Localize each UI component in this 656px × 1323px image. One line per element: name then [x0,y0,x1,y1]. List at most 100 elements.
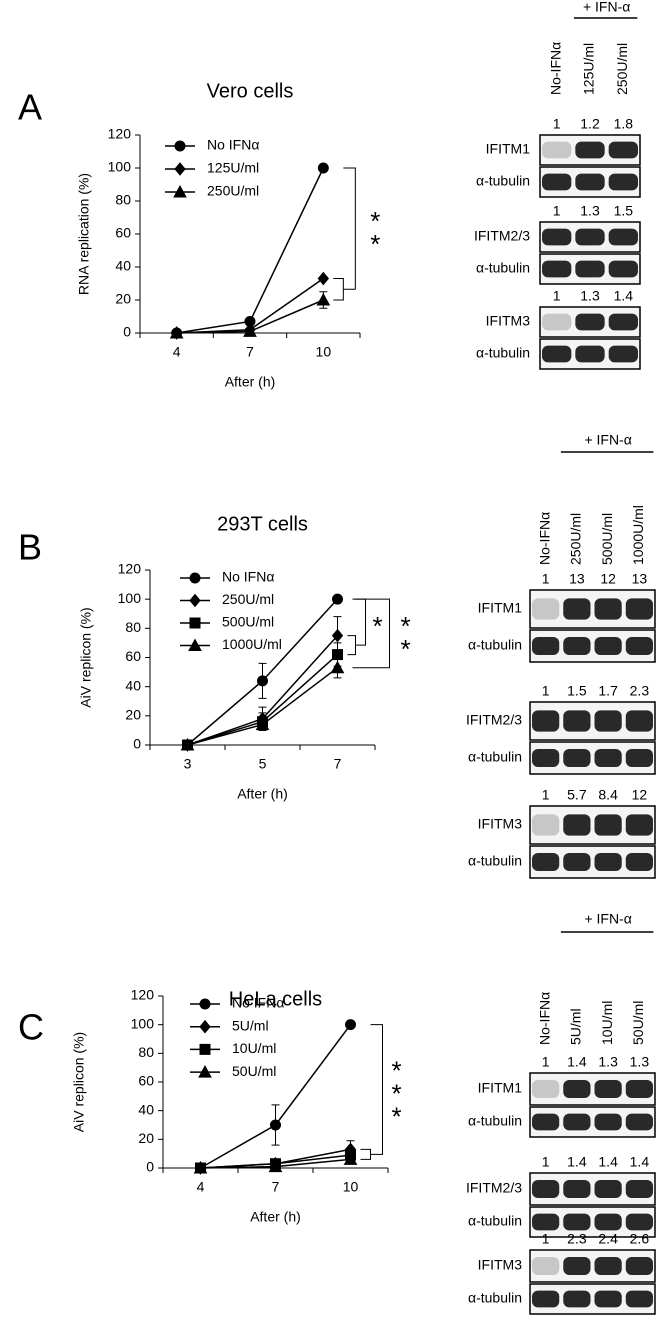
marker [169,325,184,339]
y-axis-label: RNA replication (%) [76,173,92,295]
blot-label: α-tubulin [468,637,522,653]
marker [270,1119,281,1131]
band-quantification: 13 [632,571,648,587]
blot-band [563,814,591,836]
legend-marker [174,162,186,176]
marker [345,1019,356,1031]
band-quantification: 1 [542,1231,550,1247]
y-tick-label: 120 [118,561,142,577]
marker [317,162,329,174]
panel-label: A [18,87,42,128]
treatment-header: + IFN-α [584,432,631,448]
blot-band [532,637,560,655]
blot-band [625,1080,653,1098]
marker [332,593,343,605]
legend-marker [199,1043,211,1055]
chart-title: Vero cells [207,80,294,102]
band-quantification: 13 [569,571,585,587]
blot-band [532,710,560,732]
blot-band [608,313,638,331]
blot-band [594,853,622,871]
marker [316,292,331,306]
panel-label: B [18,527,42,568]
lane-label: No-IFNα [536,512,552,565]
lane-label: 5U/ml [568,1008,584,1045]
legend-marker [199,998,211,1010]
blot-band [532,749,560,767]
marker [180,737,195,751]
band-quantification: 1 [553,116,561,132]
blot-label: α-tubulin [468,1113,522,1129]
blot-band [625,853,653,871]
blot-band [563,1113,591,1131]
x-tick-label: 4 [197,1179,205,1195]
marker [255,717,270,731]
legend-label: No IFNα [232,995,284,1011]
blot-band [575,228,605,246]
blot-label: IFITM1 [486,141,531,157]
blot-label: α-tubulin [468,1213,522,1229]
blot-label: α-tubulin [468,1290,522,1306]
blot-band [625,1290,653,1308]
bracket [370,1024,383,1155]
y-tick-label: 60 [125,648,141,664]
x-tick-label: 7 [272,1179,280,1195]
x-tick-label: 10 [343,1179,359,1195]
band-quantification: 2.3 [567,1231,587,1247]
blot-label: α-tubulin [468,853,522,869]
band-quantification: 2.3 [630,683,650,699]
legend-marker [199,1019,211,1034]
legend-marker [174,140,186,152]
blot-label: α-tubulin [468,749,522,765]
band-quantification: 12 [632,787,648,803]
y-tick-label: 40 [115,258,131,274]
y-tick-label: 20 [125,707,141,723]
x-tick-label: 5 [259,756,267,772]
blot-band [563,637,591,655]
y-tick-label: 60 [138,1073,154,1089]
marker [193,1160,208,1174]
blot-band [594,1180,622,1198]
legend-marker [189,593,201,608]
lane-label: 250U/ml [614,43,630,95]
band-quantification: 1 [542,1154,550,1170]
y-tick-label: 100 [131,1015,155,1031]
blot-band [563,1257,591,1275]
blot-band [563,749,591,767]
lane-label: 10U/ml [599,1001,615,1045]
band-quantification: 1.3 [580,203,600,219]
blot-band [625,598,653,620]
blot-band [542,345,572,363]
legend-label: 1000U/ml [222,636,282,652]
blot-band [594,814,622,836]
y-tick-label: 20 [138,1130,154,1146]
blot-label: IFITM2/3 [466,1180,522,1196]
blot-band [542,173,572,191]
lane-label: 50U/ml [630,1001,646,1045]
y-axis-label: AiV replicon (%) [71,1032,87,1132]
blot-band [594,710,622,732]
band-quantification: 1 [542,787,550,803]
panel-label: C [18,1007,44,1048]
blot-label: IFITM3 [486,313,531,329]
band-quantification: 5.7 [567,787,587,803]
blot-band [542,228,572,246]
band-quantification: 1.4 [567,1154,587,1170]
lane-label: No-IFNα [536,992,552,1045]
y-tick-label: 40 [138,1101,154,1117]
blot-band [594,1257,622,1275]
band-quantification: 8.4 [598,787,618,803]
band-quantification: 1.5 [614,203,634,219]
x-tick-label: 7 [334,756,342,772]
blot-band [625,1113,653,1131]
blot-band [625,814,653,836]
lane-label: 125U/ml [581,43,597,95]
blot-band [563,853,591,871]
y-tick-label: 100 [108,159,132,175]
blot-band [608,345,638,363]
blot-band [575,260,605,278]
marker [330,660,345,674]
blot-band [608,173,638,191]
blot-band [625,637,653,655]
significance: * [370,206,380,236]
